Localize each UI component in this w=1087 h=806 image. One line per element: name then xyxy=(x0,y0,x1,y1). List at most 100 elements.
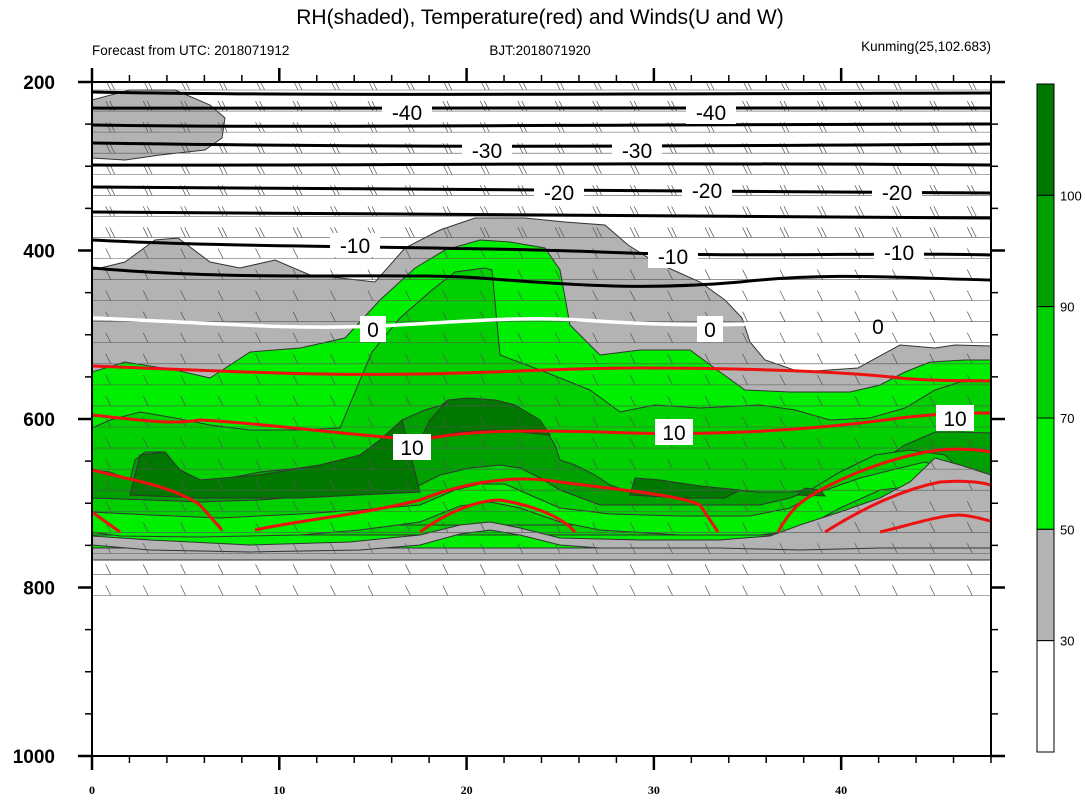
wind-barb xyxy=(742,437,748,449)
wind-barb xyxy=(517,543,524,554)
wind-barb xyxy=(779,395,786,407)
wind-barb xyxy=(742,522,748,533)
wind-barb xyxy=(479,164,486,175)
wind-barb xyxy=(742,543,748,554)
wind-barb xyxy=(217,227,224,238)
wind-barb xyxy=(105,395,112,407)
wind-barb xyxy=(146,227,153,238)
wind-barb xyxy=(330,564,336,575)
wind-barb xyxy=(817,100,823,112)
wind-barb xyxy=(517,564,524,575)
wind-barb xyxy=(817,458,823,470)
wind-barb xyxy=(783,227,790,238)
wind-barb xyxy=(667,269,673,280)
wind-barb xyxy=(255,353,261,364)
wind-barb xyxy=(592,164,599,175)
wind-barb xyxy=(667,564,673,575)
wind-barb xyxy=(330,290,336,301)
wind-barb xyxy=(629,416,636,428)
wind-barb xyxy=(406,82,411,91)
wind-barb xyxy=(292,564,299,575)
wind-barb xyxy=(817,290,823,301)
wind-barb xyxy=(217,585,224,596)
wind-barb xyxy=(330,353,336,364)
wind-barb xyxy=(554,501,561,512)
wind-barb xyxy=(442,480,449,491)
wind-barb xyxy=(367,437,374,449)
wind-barb xyxy=(779,564,786,575)
wind-barb xyxy=(405,311,411,322)
wind-barb xyxy=(933,206,940,217)
wind-barb xyxy=(293,82,299,91)
wind-barb xyxy=(892,290,898,301)
wind-barb xyxy=(255,564,261,575)
wind-barb xyxy=(147,82,153,91)
wind-barb xyxy=(630,82,636,91)
wind-barb xyxy=(892,437,898,449)
rh-patch-dark-3 xyxy=(629,477,742,499)
wind-barb xyxy=(554,564,561,575)
wind-barb xyxy=(554,100,561,112)
wind-barb xyxy=(667,522,673,533)
wind-barb xyxy=(221,206,228,217)
wind-barb xyxy=(629,164,636,175)
wind-barb xyxy=(779,290,786,301)
wind-barb xyxy=(667,100,673,112)
wind-barb xyxy=(367,480,374,491)
wind-barb xyxy=(966,206,973,217)
wind-barb xyxy=(854,311,861,322)
wind-barb xyxy=(929,543,936,554)
wind-barb xyxy=(929,564,936,575)
wind-barb xyxy=(255,458,261,470)
wind-barb xyxy=(554,164,561,175)
wind-barb xyxy=(521,100,528,112)
wind-barb xyxy=(742,416,748,428)
contour-label-black: -10 xyxy=(340,235,370,258)
wind-barb xyxy=(105,332,112,343)
wind-barb xyxy=(742,206,748,217)
wind-barb xyxy=(742,374,748,386)
wind-barb xyxy=(180,437,186,449)
wind-barb xyxy=(554,395,561,407)
colorbar-segment xyxy=(1036,83,1055,196)
wind-barb xyxy=(896,82,902,91)
wind-barb xyxy=(330,437,336,449)
wind-barb xyxy=(554,374,561,386)
wind-barb xyxy=(821,227,827,238)
wind-barb xyxy=(367,395,374,407)
wind-barb xyxy=(704,416,711,428)
wind-barb xyxy=(779,416,786,428)
wind-barb xyxy=(742,564,748,575)
contour-label-red: 10 xyxy=(943,408,966,431)
contour-label-black: -40 xyxy=(392,102,422,125)
wind-barb xyxy=(854,206,861,217)
wind-barb xyxy=(779,100,786,112)
wind-barb xyxy=(854,332,861,343)
wind-barb xyxy=(592,585,599,596)
wind-barb xyxy=(558,164,565,175)
wind-barb xyxy=(367,585,374,596)
wind-barb xyxy=(817,543,823,554)
wind-barb xyxy=(892,227,898,238)
isotherm-line xyxy=(92,106,991,111)
wind-barb xyxy=(292,290,299,301)
wind-barb xyxy=(184,227,190,238)
contour-label-black: -40 xyxy=(696,102,726,125)
wind-barb xyxy=(447,82,453,91)
wind-barb xyxy=(596,121,603,133)
wind-barb xyxy=(930,82,936,91)
isotherms-warm xyxy=(92,364,991,534)
wind-barb xyxy=(817,501,823,512)
wind-barb xyxy=(854,185,861,196)
wind-barb xyxy=(596,227,603,238)
wind-barb xyxy=(633,227,640,238)
wind-barb xyxy=(554,522,561,533)
wind-barb xyxy=(517,353,524,364)
wind-barb xyxy=(521,121,528,133)
wind-barb xyxy=(217,332,224,343)
wind-barb xyxy=(255,501,261,512)
wind-barb xyxy=(255,206,261,217)
wind-barb xyxy=(597,82,603,91)
wind-barb xyxy=(667,353,673,364)
wind-barb xyxy=(109,143,116,154)
